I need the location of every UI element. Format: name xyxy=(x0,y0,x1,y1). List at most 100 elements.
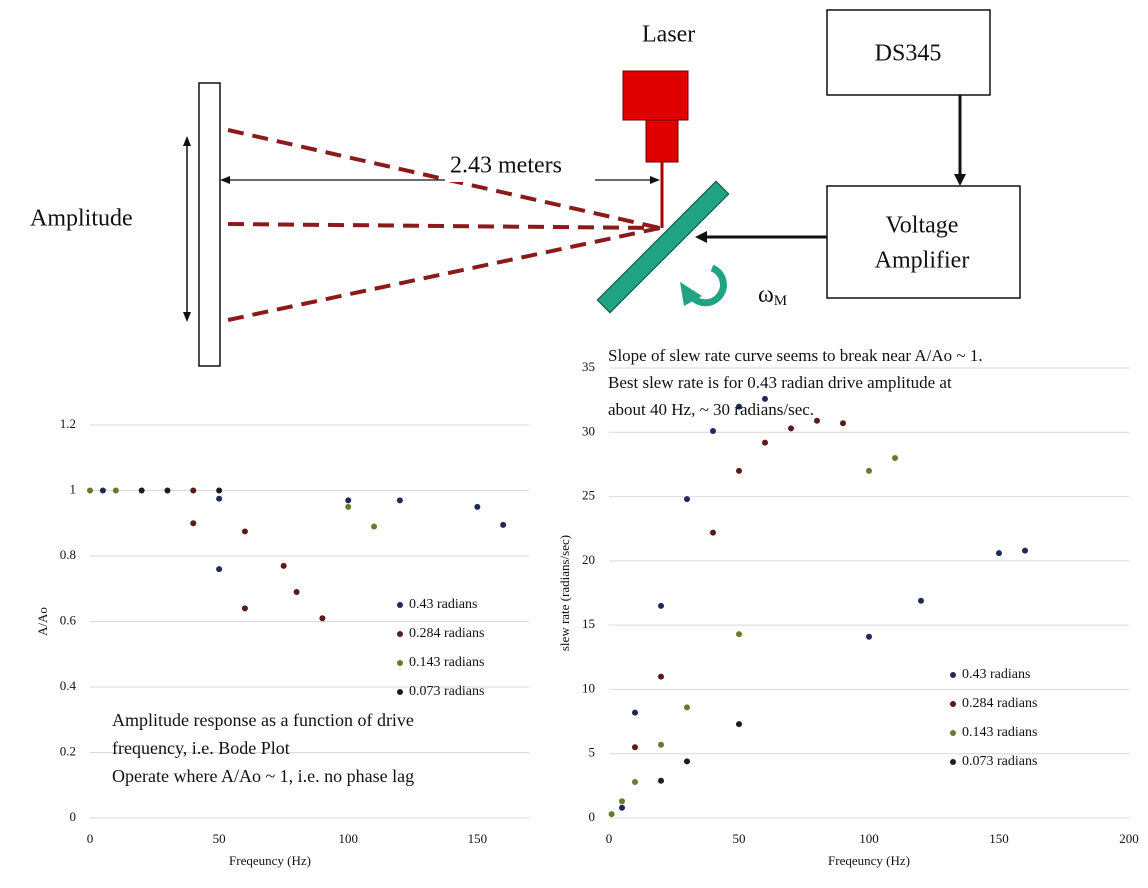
data-point xyxy=(788,425,794,432)
y-axis-label: A/Ao xyxy=(35,607,50,636)
data-point xyxy=(87,487,93,494)
annotation: Operate where A/Ao ~ 1, i.e. no phase la… xyxy=(112,766,414,786)
annotation: Amplitude response as a function of driv… xyxy=(112,710,414,730)
legend-label: 0.43 radians xyxy=(962,667,1030,682)
laser-label: Laser xyxy=(642,22,695,48)
x-tick-label: 0 xyxy=(606,831,613,846)
label-bg xyxy=(445,152,595,182)
beam xyxy=(227,128,661,230)
laser-head xyxy=(645,119,679,163)
data-point xyxy=(658,777,664,784)
beam xyxy=(227,226,661,322)
data-point xyxy=(280,562,287,569)
x-tick-label: 150 xyxy=(468,831,488,846)
data-point xyxy=(1022,547,1028,554)
data-point xyxy=(371,523,378,530)
arrow-head xyxy=(695,231,707,243)
annotation: Slope of slew rate curve seems to break … xyxy=(608,346,983,365)
y-tick-label: 0 xyxy=(589,809,596,824)
legend-marker xyxy=(397,631,403,637)
legend-marker xyxy=(397,660,403,666)
data-point xyxy=(684,704,690,711)
data-point xyxy=(216,495,223,502)
y-tick-label: 30 xyxy=(582,423,595,438)
data-point xyxy=(608,811,615,818)
y-tick-label: 15 xyxy=(582,616,595,631)
ds345-box xyxy=(826,9,991,96)
legend-marker xyxy=(950,672,956,678)
y-tick-label: 0.6 xyxy=(60,612,77,627)
legend-marker xyxy=(950,730,956,736)
data-point xyxy=(762,395,768,402)
data-point xyxy=(99,487,106,494)
amplifier-label: Voltage xyxy=(886,213,959,239)
amplifier-box xyxy=(826,185,1021,299)
amplitude-label: Amplitude xyxy=(30,206,133,232)
data-point xyxy=(164,487,171,494)
mirror xyxy=(596,180,730,314)
arrow-head xyxy=(183,312,191,322)
screen xyxy=(198,82,221,367)
data-point xyxy=(762,439,768,446)
y-tick-label: 35 xyxy=(582,359,595,374)
y-tick-label: 1.2 xyxy=(60,416,76,431)
data-point xyxy=(632,709,638,716)
data-point xyxy=(619,804,625,811)
data-point xyxy=(632,779,638,785)
data-point xyxy=(345,503,352,510)
x-tick-label: 100 xyxy=(859,831,879,846)
data-point xyxy=(190,520,197,527)
arrow-head xyxy=(220,176,230,184)
legend-label: 0.284 radians xyxy=(962,696,1037,711)
annotation: about 40 Hz, ~ 30 radians/sec. xyxy=(608,400,814,419)
x-tick-label: 50 xyxy=(733,831,746,846)
data-point xyxy=(814,417,820,424)
x-axis-label: Freqeuncy (Hz) xyxy=(828,853,910,868)
legend-label: 0.43 radians xyxy=(409,597,477,612)
data-point xyxy=(293,589,300,596)
y-tick-label: 0 xyxy=(70,809,77,824)
x-axis-label: Freqeuncy (Hz) xyxy=(229,853,311,868)
y-tick-label: 0.2 xyxy=(60,743,76,758)
source-label: DS345 xyxy=(875,41,942,67)
y-tick-label: 0.8 xyxy=(60,547,76,562)
x-tick-label: 50 xyxy=(213,831,226,846)
data-point xyxy=(684,758,690,765)
distance-label: 2.43 meters xyxy=(450,153,562,179)
data-point xyxy=(190,487,197,494)
data-point xyxy=(736,403,742,410)
rotation-arrow xyxy=(686,264,727,307)
x-tick-label: 100 xyxy=(338,831,358,846)
legend-marker xyxy=(950,759,956,765)
data-point xyxy=(866,467,872,474)
data-point xyxy=(345,497,352,504)
data-point xyxy=(736,467,742,474)
data-point xyxy=(658,741,664,748)
data-point xyxy=(241,605,248,612)
data-point xyxy=(474,503,481,510)
x-tick-label: 200 xyxy=(1119,831,1139,846)
subscript: M xyxy=(774,293,787,309)
data-point xyxy=(736,721,742,728)
data-point xyxy=(840,420,846,427)
y-tick-label: 0.4 xyxy=(60,678,77,693)
data-point xyxy=(710,529,716,536)
legend-marker xyxy=(397,689,403,695)
legend-label: 0.073 radians xyxy=(962,754,1037,769)
y-tick-label: 25 xyxy=(582,488,595,503)
arrow-head xyxy=(183,136,191,146)
beams xyxy=(227,128,661,322)
legend-label: 0.284 radians xyxy=(409,626,484,641)
legend-marker xyxy=(397,602,403,608)
data-point xyxy=(319,615,326,622)
data-point xyxy=(396,497,403,504)
data-point xyxy=(658,602,664,609)
y-axis-label: slew rate (radians/sec) xyxy=(557,535,572,651)
data-point xyxy=(216,487,223,494)
data-point xyxy=(619,798,625,805)
amplifier-label: Amplifier xyxy=(875,248,970,274)
y-tick-label: 5 xyxy=(589,745,596,760)
y-tick-label: 20 xyxy=(582,552,595,567)
omega: ω xyxy=(758,282,774,308)
